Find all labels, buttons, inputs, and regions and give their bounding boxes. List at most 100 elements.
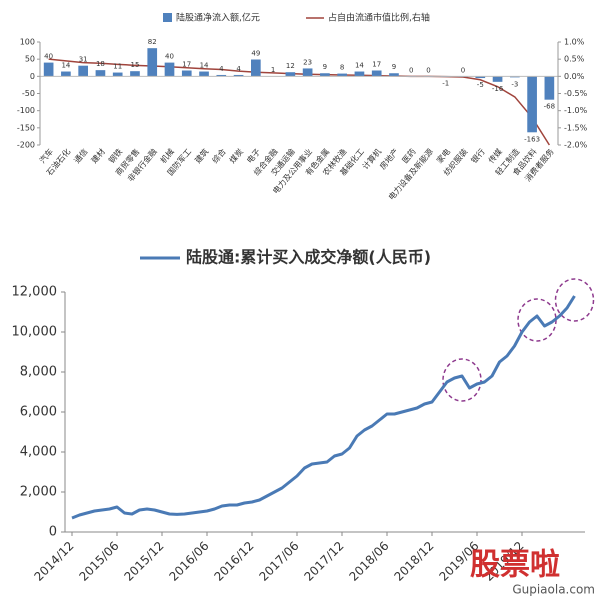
- data-label: 12: [286, 62, 295, 70]
- y2-tick-label: 0.5%: [564, 55, 585, 64]
- bar: [285, 72, 296, 77]
- line: [71, 295, 576, 520]
- bar: [337, 73, 348, 77]
- bar: [164, 62, 175, 77]
- x-tick-label: 2016/06: [166, 539, 211, 584]
- bar: [216, 74, 227, 77]
- data-label: 11: [113, 63, 122, 71]
- data-label: 0: [461, 66, 465, 74]
- data-label: 31: [79, 56, 88, 64]
- highlight-circle: [517, 298, 557, 342]
- bar: [302, 68, 313, 77]
- bar: [475, 76, 486, 79]
- x-tick-label: 2015/06: [76, 539, 121, 584]
- data-label: 40: [165, 53, 174, 61]
- data-label: -3: [511, 80, 518, 88]
- x-tick-label: 2015/12: [121, 539, 166, 584]
- watermark: 股票啦: [470, 548, 560, 583]
- bar: [112, 72, 123, 77]
- line: [48, 58, 551, 146]
- x-tick-label: 银行: [469, 146, 487, 165]
- x-tick-label: 房地产: [377, 146, 400, 171]
- x-tick-label: 2017/12: [301, 539, 346, 584]
- bar: [320, 73, 330, 77]
- y2-tick-label: 1.0%: [564, 38, 585, 47]
- y2-tick-label: -1.0%: [564, 106, 588, 115]
- bar: [130, 71, 140, 77]
- data-label: 17: [372, 60, 381, 68]
- bar: [181, 70, 192, 77]
- y-tick-label: -100: [17, 106, 35, 115]
- y-tick-label: 2,000: [20, 485, 57, 500]
- y-tick-label: 10,000: [12, 325, 58, 340]
- highlight-circle: [554, 278, 595, 322]
- y-tick-label: 0: [49, 525, 57, 540]
- y-tick-label: 100: [20, 38, 35, 47]
- data-label: 4: [236, 65, 241, 73]
- data-label: 14: [61, 62, 70, 70]
- data-label: 49: [251, 50, 260, 58]
- bar: [78, 65, 89, 77]
- legend-label: 陆股通:累计买入成交净额(人民币): [186, 248, 431, 267]
- x-tick-label: 综合: [210, 146, 228, 165]
- x-tick-label: 通信: [72, 146, 90, 165]
- bar: [43, 62, 54, 77]
- data-label: -16: [492, 85, 504, 93]
- bar: [544, 76, 555, 100]
- legend-swatch: [163, 13, 172, 22]
- bar: [233, 74, 244, 77]
- bar: [492, 76, 503, 82]
- data-label: 18: [96, 60, 105, 68]
- data-label: 82: [148, 38, 157, 46]
- bar: [509, 76, 520, 78]
- y-tick-label: 0: [30, 72, 35, 81]
- data-label: 40: [44, 53, 53, 61]
- data-label: 9: [323, 63, 327, 71]
- bar: [371, 70, 382, 77]
- data-label: 0: [426, 66, 430, 74]
- data-label: 15: [131, 61, 140, 69]
- y-tick-label: -150: [17, 123, 35, 132]
- y2-tick-label: -1.5%: [564, 123, 588, 132]
- bar: [147, 48, 158, 77]
- x-tick-label: 2017/06: [256, 539, 301, 584]
- data-label: -68: [544, 103, 555, 111]
- bar: [527, 76, 537, 133]
- x-tick-label: 2016/12: [211, 539, 256, 584]
- bar: [95, 70, 106, 77]
- y-tick-label: 6,000: [20, 405, 57, 420]
- y-tick-label: 8,000: [20, 365, 57, 380]
- y-tick-label: -200: [17, 141, 35, 150]
- x-tick-label: 2018/12: [391, 539, 436, 584]
- bar: [199, 71, 209, 77]
- x-tick-label: 建材: [89, 146, 107, 165]
- bar: [354, 71, 365, 77]
- data-label: 23: [303, 58, 312, 66]
- data-label: -163: [524, 135, 540, 143]
- y-tick-label: 4,000: [20, 445, 57, 460]
- y2-tick-label: -2.0%: [564, 141, 588, 150]
- y-tick-label: 12,000: [12, 285, 58, 300]
- data-label: 1: [271, 66, 275, 74]
- x-tick-label: 2014/12: [31, 539, 76, 584]
- bar: [61, 71, 71, 77]
- data-label: 8: [340, 64, 344, 72]
- y-tick-label: 50: [25, 55, 35, 64]
- y2-tick-label: -0.5%: [564, 89, 588, 98]
- data-label: 0: [409, 66, 413, 74]
- data-label: 14: [200, 62, 209, 70]
- data-label: 14: [355, 62, 364, 70]
- x-tick-label: 煤炭: [227, 146, 245, 165]
- watermark-url: Gupiaola.com: [512, 583, 595, 597]
- data-label: -5: [477, 81, 484, 89]
- data-label: 17: [182, 60, 191, 68]
- y2-tick-label: 0.0%: [564, 72, 585, 81]
- y-tick-label: -50: [22, 89, 35, 98]
- data-label: 9: [392, 63, 396, 71]
- bar: [389, 73, 399, 77]
- legend-label: 占自由流通市值比例,右轴: [328, 12, 430, 24]
- highlight-circle: [442, 358, 482, 402]
- legend-label: 陆股通净流入额,亿元: [176, 12, 260, 24]
- bar: [250, 59, 261, 77]
